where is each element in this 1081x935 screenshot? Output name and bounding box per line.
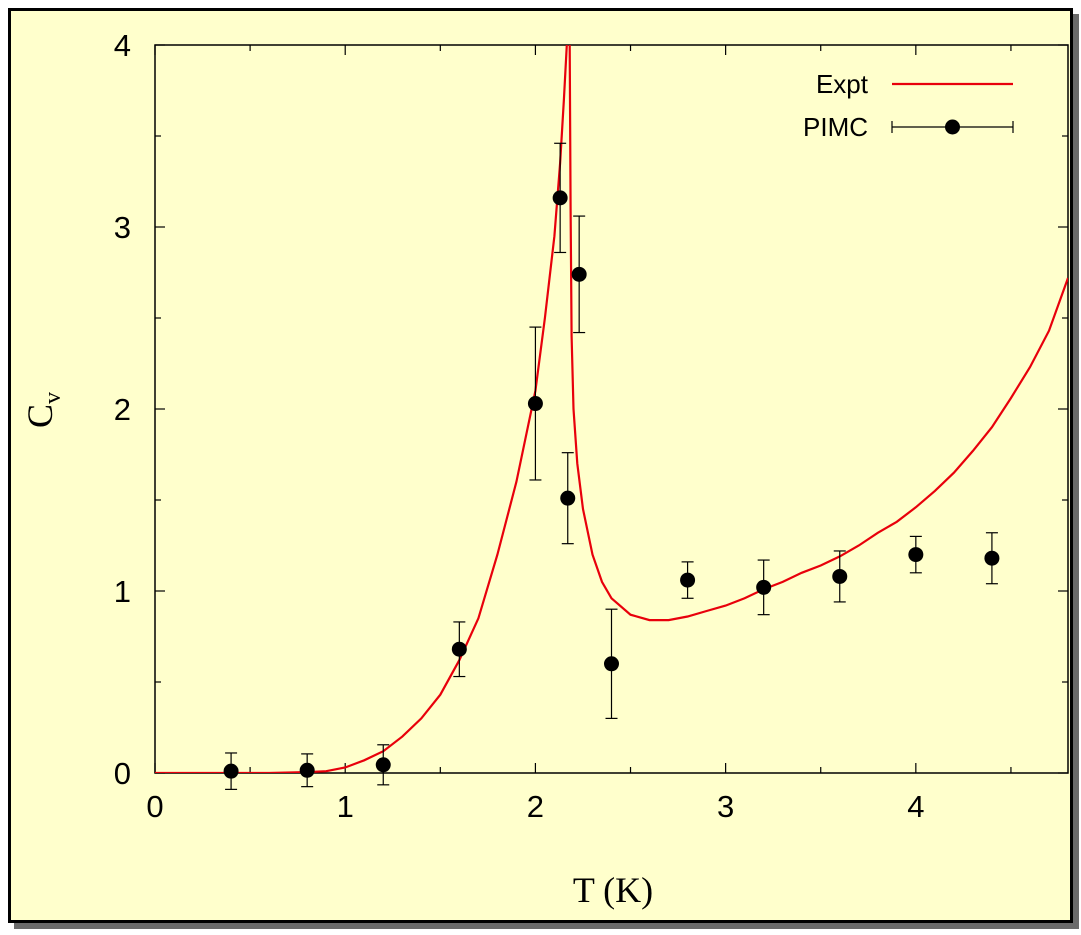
axes: 0 1 2 3 4 0 1 2 3 4: [114, 28, 1069, 824]
pimc-point: [223, 763, 239, 779]
pimc-point: [299, 762, 315, 778]
y-tick-label: 2: [114, 392, 131, 427]
legend-label-pimc: PIMC: [803, 112, 868, 142]
x-tick-label: 4: [907, 789, 924, 824]
x-tick-label: 2: [527, 789, 544, 824]
series-line-expt: [155, 45, 568, 773]
pimc-point: [756, 579, 772, 595]
legend-marker-pimc: [945, 119, 960, 135]
pimc-point: [984, 550, 1000, 566]
pimc-point: [832, 568, 848, 584]
y-axis-title: Cv: [20, 392, 66, 428]
x-tick-label: 1: [337, 789, 354, 824]
y-tick-label: 4: [114, 28, 131, 63]
pimc-point: [680, 572, 696, 588]
pimc-point: [451, 641, 467, 657]
chart-frame: [8, 8, 1073, 923]
pimc-point: [527, 396, 543, 412]
pimc-point: [560, 490, 576, 506]
x-axis-title: T (K): [573, 870, 653, 910]
series-layer: [155, 45, 1068, 790]
y-tick-label: 0: [114, 756, 131, 791]
x-tick-label: 0: [146, 789, 163, 824]
pimc-point: [552, 190, 568, 206]
y-axis-title-main: C: [20, 404, 60, 428]
pimc-point: [908, 547, 924, 563]
pimc-point: [571, 266, 587, 282]
y-axis-title-sub: v: [40, 392, 66, 404]
y-tick-label: 1: [114, 574, 131, 609]
pimc-point: [604, 656, 619, 672]
pimc-point: [375, 757, 391, 773]
y-tick-label: 3: [114, 210, 131, 245]
x-tick-label: 3: [717, 789, 734, 824]
legend-label-expt: Expt: [816, 69, 869, 99]
legend: Expt PIMC: [803, 69, 1014, 142]
